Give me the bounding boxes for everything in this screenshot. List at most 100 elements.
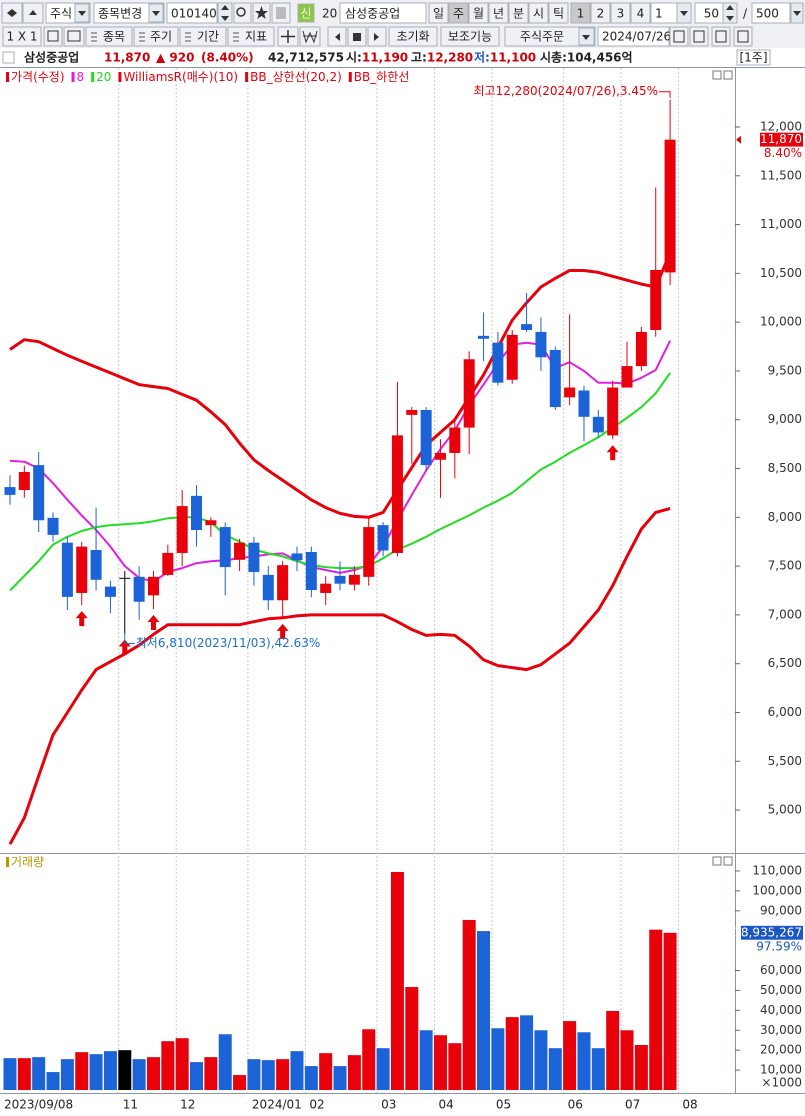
- panel-icon[interactable]: [723, 70, 733, 80]
- order-button[interactable]: [504, 26, 596, 47]
- period-label[interactable]: 주: [453, 7, 464, 21]
- period-label[interactable]: 월: [473, 7, 484, 21]
- icon-button[interactable]: [63, 26, 85, 47]
- nav-icon[interactable]: [335, 33, 340, 41]
- reset-button[interactable]: [388, 26, 438, 47]
- dropdown-label[interactable]: 주식: [50, 7, 72, 21]
- search-icon[interactable]: [236, 7, 246, 17]
- dropdown-caret[interactable]: [680, 11, 688, 16]
- code-text[interactable]: 010140: [171, 7, 217, 21]
- icon-glyph[interactable]: [693, 30, 705, 43]
- icon-glyph[interactable]: [737, 30, 749, 43]
- checkbox[interactable]: [2, 51, 15, 64]
- y-tick-label: 8,500: [768, 461, 802, 475]
- unit-tab[interactable]: [590, 2, 611, 24]
- spinner-down[interactable]: [726, 16, 734, 21]
- spinner-up[interactable]: [726, 5, 734, 10]
- nav-icon[interactable]: [353, 33, 361, 41]
- candle-body: [162, 552, 174, 575]
- unit-count[interactable]: 1: [655, 7, 663, 21]
- period-label[interactable]: 틱: [553, 7, 564, 21]
- period-tab[interactable]: [508, 2, 529, 24]
- period-label[interactable]: 년: [493, 7, 504, 21]
- spinner-up[interactable]: [221, 5, 229, 10]
- new-badge[interactable]: [297, 3, 315, 23]
- dropdown[interactable]: [93, 2, 165, 24]
- unit-label[interactable]: 4: [637, 7, 645, 21]
- dropdown-label[interactable]: 종목변경: [98, 7, 142, 21]
- unit-label[interactable]: 2: [597, 7, 605, 21]
- total-input[interactable]: [751, 2, 791, 24]
- period-label[interactable]: 분: [513, 7, 524, 21]
- search-button[interactable]: [233, 2, 252, 24]
- name-input[interactable]: [339, 2, 427, 24]
- badge-text[interactable]: 신: [300, 7, 311, 21]
- unit-tab[interactable]: [610, 2, 631, 24]
- icon-glyph[interactable]: [29, 10, 37, 15]
- bars-count[interactable]: 50: [704, 7, 719, 21]
- spinner[interactable]: [217, 2, 233, 24]
- menu-button[interactable]: [227, 26, 275, 47]
- candle-body: [90, 550, 102, 580]
- name-text[interactable]: 삼성중공업: [345, 7, 400, 21]
- icon-button[interactable]: [733, 26, 753, 47]
- period-tab[interactable]: [528, 2, 549, 24]
- currency-icon[interactable]: [302, 30, 318, 44]
- period-tab[interactable]: [448, 2, 469, 24]
- menu-label[interactable]: 기간: [197, 30, 219, 44]
- date-input[interactable]: [597, 26, 670, 47]
- dropdown-caret[interactable]: [78, 11, 86, 16]
- period-tab[interactable]: [428, 2, 449, 24]
- spinner[interactable]: [722, 2, 738, 24]
- unit-text[interactable]: [1주]: [739, 51, 767, 65]
- period-tab[interactable]: [488, 2, 509, 24]
- date-text[interactable]: 2024/07/26: [602, 30, 671, 44]
- panel-icon[interactable]: [712, 856, 722, 866]
- reset-label[interactable]: 초기화: [396, 30, 429, 44]
- period-label[interactable]: 일: [433, 7, 444, 21]
- icon-button[interactable]: [689, 26, 709, 47]
- code-input[interactable]: [166, 2, 218, 24]
- unit-tab[interactable]: [570, 2, 591, 24]
- spinner-down[interactable]: [221, 16, 229, 21]
- icon-glyph[interactable]: [276, 7, 286, 19]
- icon-glyph[interactable]: [47, 30, 59, 42]
- aux-button[interactable]: [440, 26, 500, 47]
- dropdown-caret[interactable]: [152, 11, 160, 16]
- icon-glyph[interactable]: [715, 30, 727, 43]
- icon-glyph[interactable]: [673, 30, 685, 43]
- panel-icon[interactable]: [723, 856, 733, 866]
- icon-button[interactable]: [43, 26, 63, 47]
- menu-label[interactable]: 지표: [245, 30, 267, 44]
- period-label[interactable]: 시: [533, 7, 544, 21]
- icon-glyph[interactable]: [12, 9, 17, 17]
- icon-glyph[interactable]: [7, 9, 12, 17]
- period-tab[interactable]: [468, 2, 489, 24]
- nav-icon[interactable]: [374, 33, 379, 41]
- aux-label[interactable]: 보조기능: [448, 30, 492, 44]
- layout-label[interactable]: 1 X 1: [6, 30, 37, 44]
- y-tick-label: 7,000: [768, 607, 802, 621]
- dropdown-caret[interactable]: [582, 35, 590, 40]
- panel-icon[interactable]: [712, 70, 722, 80]
- unit-label[interactable]: 3: [617, 7, 625, 21]
- icon-button[interactable]: [669, 26, 689, 47]
- unit-button[interactable]: [736, 49, 771, 66]
- menu-label[interactable]: 종목: [103, 30, 125, 44]
- dropdown-caret[interactable]: [793, 11, 801, 16]
- total-count[interactable]: 500: [756, 7, 779, 21]
- unit-label[interactable]: 1: [577, 7, 585, 21]
- unit-tab[interactable]: [630, 2, 651, 24]
- icon-button[interactable]: [711, 26, 731, 47]
- menu-button[interactable]: [85, 26, 133, 47]
- period-tab[interactable]: [548, 2, 569, 24]
- order-label[interactable]: 주식주문: [520, 30, 564, 44]
- volume-bar: [190, 1062, 204, 1090]
- legend-label: 8: [77, 70, 85, 84]
- menu-label[interactable]: 주기: [150, 30, 172, 44]
- layout-button[interactable]: [2, 26, 42, 47]
- star-icon[interactable]: [255, 6, 268, 19]
- crosshair-icon[interactable]: [281, 30, 295, 43]
- icon-glyph[interactable]: [67, 30, 81, 42]
- menu-button[interactable]: [179, 26, 227, 47]
